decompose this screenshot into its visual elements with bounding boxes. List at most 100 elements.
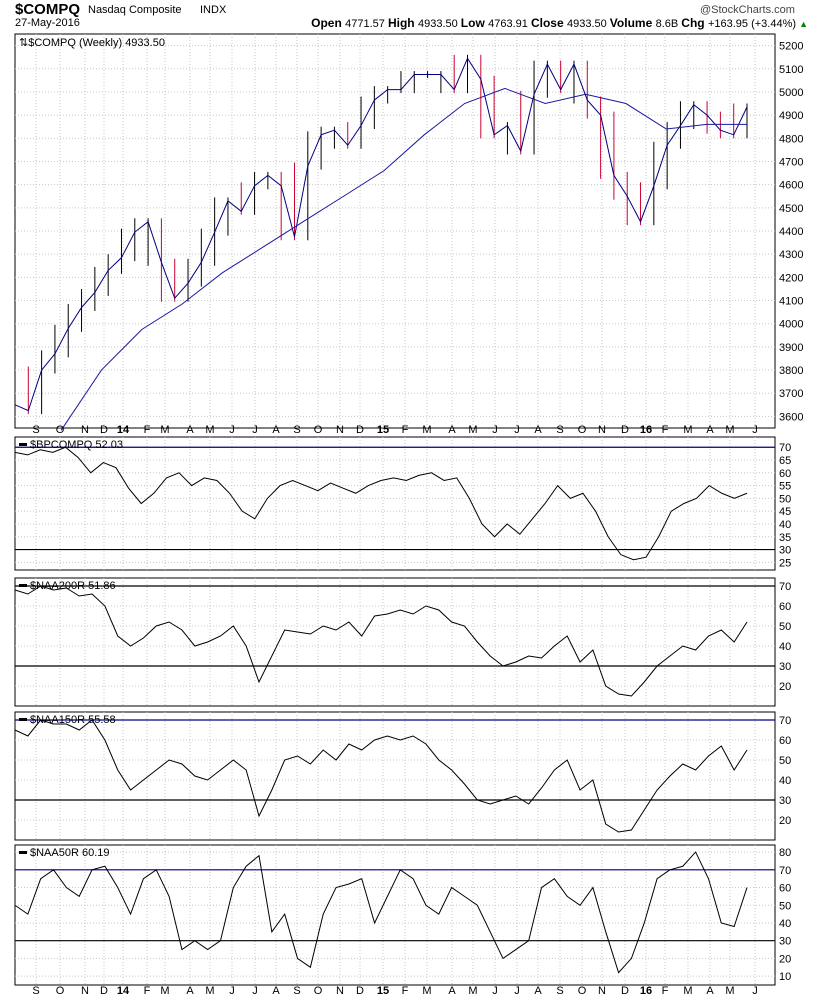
quote-value: +163.95 (+3.44%) bbox=[707, 18, 800, 30]
x-tick-label: A bbox=[186, 424, 194, 436]
y-tick-label: 20 bbox=[779, 815, 791, 827]
price-line bbox=[14, 57, 748, 412]
indicator-title: $NAA150R 55.58 bbox=[30, 714, 116, 726]
quote-bar: Open 4771.57 High 4933.50 Low 4763.91 Cl… bbox=[311, 16, 808, 30]
x-tick-label: S bbox=[32, 424, 39, 436]
x-tick-label: M bbox=[683, 985, 692, 997]
y-tick-label: 40 bbox=[779, 519, 791, 531]
legend-swatch bbox=[19, 851, 27, 854]
index-name: Nasdaq Composite bbox=[88, 4, 182, 16]
x-tick-label: S bbox=[556, 424, 563, 436]
quote-label: High bbox=[387, 16, 418, 30]
panel-4: 10 20 30 40 50 60 70 80 $NAA50R 60.19 bbox=[14, 844, 791, 986]
x-tick-label: O bbox=[56, 424, 65, 436]
x-tick-label: D bbox=[356, 985, 364, 997]
y-tick-label: 35 bbox=[779, 532, 791, 544]
quote-label: Low bbox=[460, 16, 489, 30]
y-tick-label: 40 bbox=[779, 775, 791, 787]
quote-value: 4763.91 bbox=[488, 18, 531, 30]
y-tick-label: 5200 bbox=[779, 41, 803, 53]
x-tick-label: D bbox=[621, 985, 629, 997]
x-tick-label: S bbox=[293, 985, 300, 997]
x-tick-label: F bbox=[662, 985, 669, 997]
x-tick-label: A bbox=[272, 985, 280, 997]
legend-swatch bbox=[19, 584, 27, 587]
x-tick-label: M bbox=[468, 424, 477, 436]
y-tick-label: 30 bbox=[779, 795, 791, 807]
y-tick-label: 50 bbox=[779, 621, 791, 633]
x-tick-label: F bbox=[144, 424, 151, 436]
indicator-title: $NAA50R 60.19 bbox=[30, 847, 110, 859]
y-tick-label: 3900 bbox=[779, 342, 803, 354]
y-tick-label: 65 bbox=[779, 455, 791, 467]
y-tick-label: 80 bbox=[779, 847, 791, 859]
x-tick-label: O bbox=[314, 424, 323, 436]
y-tick-label: 30 bbox=[779, 545, 791, 557]
x-tick-label: F bbox=[662, 424, 669, 436]
panel-frame bbox=[14, 844, 776, 986]
y-tick-label: 25 bbox=[779, 557, 791, 569]
indicator-title: $NAA200R 51.86 bbox=[30, 580, 116, 592]
x-tick-label: O bbox=[56, 985, 65, 997]
x-tick-label: D bbox=[100, 424, 108, 436]
x-tick-label: N bbox=[81, 424, 89, 436]
y-tick-label: 50 bbox=[779, 755, 791, 767]
y-tick-label: 4800 bbox=[779, 133, 803, 145]
y-tick-label: 70 bbox=[779, 865, 791, 877]
y-tick-label: 5100 bbox=[779, 64, 803, 76]
x-tick-label: 14 bbox=[117, 985, 130, 997]
x-tick-label: F bbox=[144, 985, 151, 997]
y-tick-label: 40 bbox=[779, 641, 791, 653]
y-tick-label: 60 bbox=[779, 735, 791, 747]
x-tick-label: 14 bbox=[117, 424, 130, 436]
y-tick-label: 5000 bbox=[779, 87, 803, 99]
y-tick-label: 30 bbox=[779, 661, 791, 673]
quote-label: Close bbox=[530, 16, 567, 30]
up-arrow-icon: ▲ bbox=[799, 19, 808, 29]
x-tick-label: A bbox=[534, 424, 542, 436]
x-tick-label: M bbox=[683, 424, 692, 436]
x-tick-label: M bbox=[205, 985, 214, 997]
x-tick-label: J bbox=[752, 424, 758, 436]
y-tick-label: 50 bbox=[779, 900, 791, 912]
x-tick-label: J bbox=[252, 985, 258, 997]
panel-frame bbox=[14, 711, 776, 841]
legend-swatch bbox=[19, 718, 27, 721]
exchange: INDX bbox=[200, 4, 227, 16]
y-tick-label: 60 bbox=[779, 883, 791, 895]
y-tick-label: 45 bbox=[779, 506, 791, 518]
x-tick-label: J bbox=[229, 985, 235, 997]
x-tick-label: S bbox=[32, 985, 39, 997]
x-tick-label: J bbox=[514, 985, 520, 997]
quote-value: 4771.57 bbox=[345, 18, 388, 30]
x-tick-label: F bbox=[402, 985, 409, 997]
x-tick-label: 16 bbox=[640, 424, 652, 436]
x-tick-label: J bbox=[752, 985, 758, 997]
y-tick-label: 4900 bbox=[779, 110, 803, 122]
x-tick-label: J bbox=[492, 424, 498, 436]
indicator-line bbox=[14, 585, 748, 697]
y-tick-label: 4200 bbox=[779, 272, 803, 284]
y-tick-label: 20 bbox=[779, 681, 791, 693]
x-tick-label: 16 bbox=[640, 985, 652, 997]
x-tick-label: N bbox=[598, 424, 606, 436]
y-tick-label: 4700 bbox=[779, 156, 803, 168]
symbol: $COMPQ bbox=[15, 1, 81, 18]
quote-label: Chg bbox=[681, 16, 708, 30]
x-tick-label: M bbox=[422, 985, 431, 997]
x-tick-label: A bbox=[706, 985, 714, 997]
x-tick-label: 15 bbox=[377, 985, 389, 997]
y-tick-label: 40 bbox=[779, 918, 791, 930]
x-tick-label: D bbox=[621, 424, 629, 436]
quote-value: 4933.50 bbox=[417, 18, 461, 30]
x-tick-label: J bbox=[229, 424, 235, 436]
quote-label: Open bbox=[311, 16, 346, 30]
panel-3: 20 30 40 50 60 70 $NAA150R 55.58 bbox=[14, 711, 791, 841]
x-tick-label: M bbox=[468, 985, 477, 997]
indicator-title: $BPCOMPQ 52.03 bbox=[30, 439, 123, 451]
y-tick-label: 4600 bbox=[779, 180, 803, 192]
y-tick-label: 3800 bbox=[779, 365, 803, 377]
